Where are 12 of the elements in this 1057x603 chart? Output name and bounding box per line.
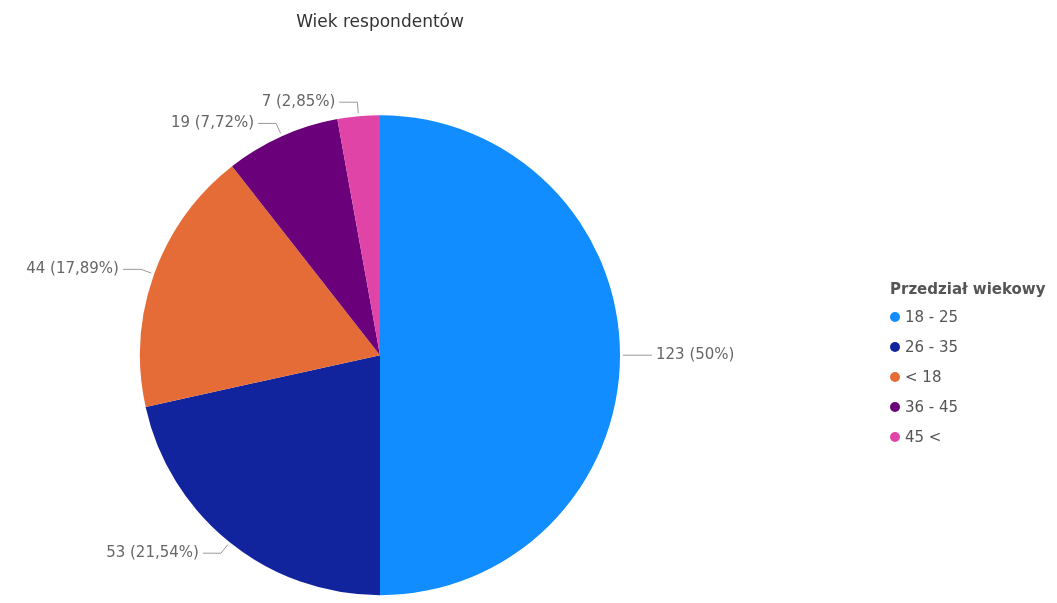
- legend-label: < 18: [905, 368, 942, 386]
- data-label: 123 (50%): [656, 345, 735, 364]
- data-label: 19 (7,72%): [170, 113, 255, 132]
- chart-title: Wiek respondentów: [296, 10, 464, 31]
- legend-title: Przedział wiekowy: [890, 280, 1046, 298]
- data-label: 44 (17,89%): [26, 259, 119, 278]
- legend-label: 36 - 45: [905, 398, 959, 416]
- legend-label: 18 - 25: [905, 308, 959, 326]
- data-label: 7 (2,85%): [261, 92, 336, 111]
- legend-label: 26 - 35: [905, 338, 959, 356]
- data-label: 53 (21,54%): [106, 543, 199, 562]
- legend-label: 45 <: [905, 428, 942, 446]
